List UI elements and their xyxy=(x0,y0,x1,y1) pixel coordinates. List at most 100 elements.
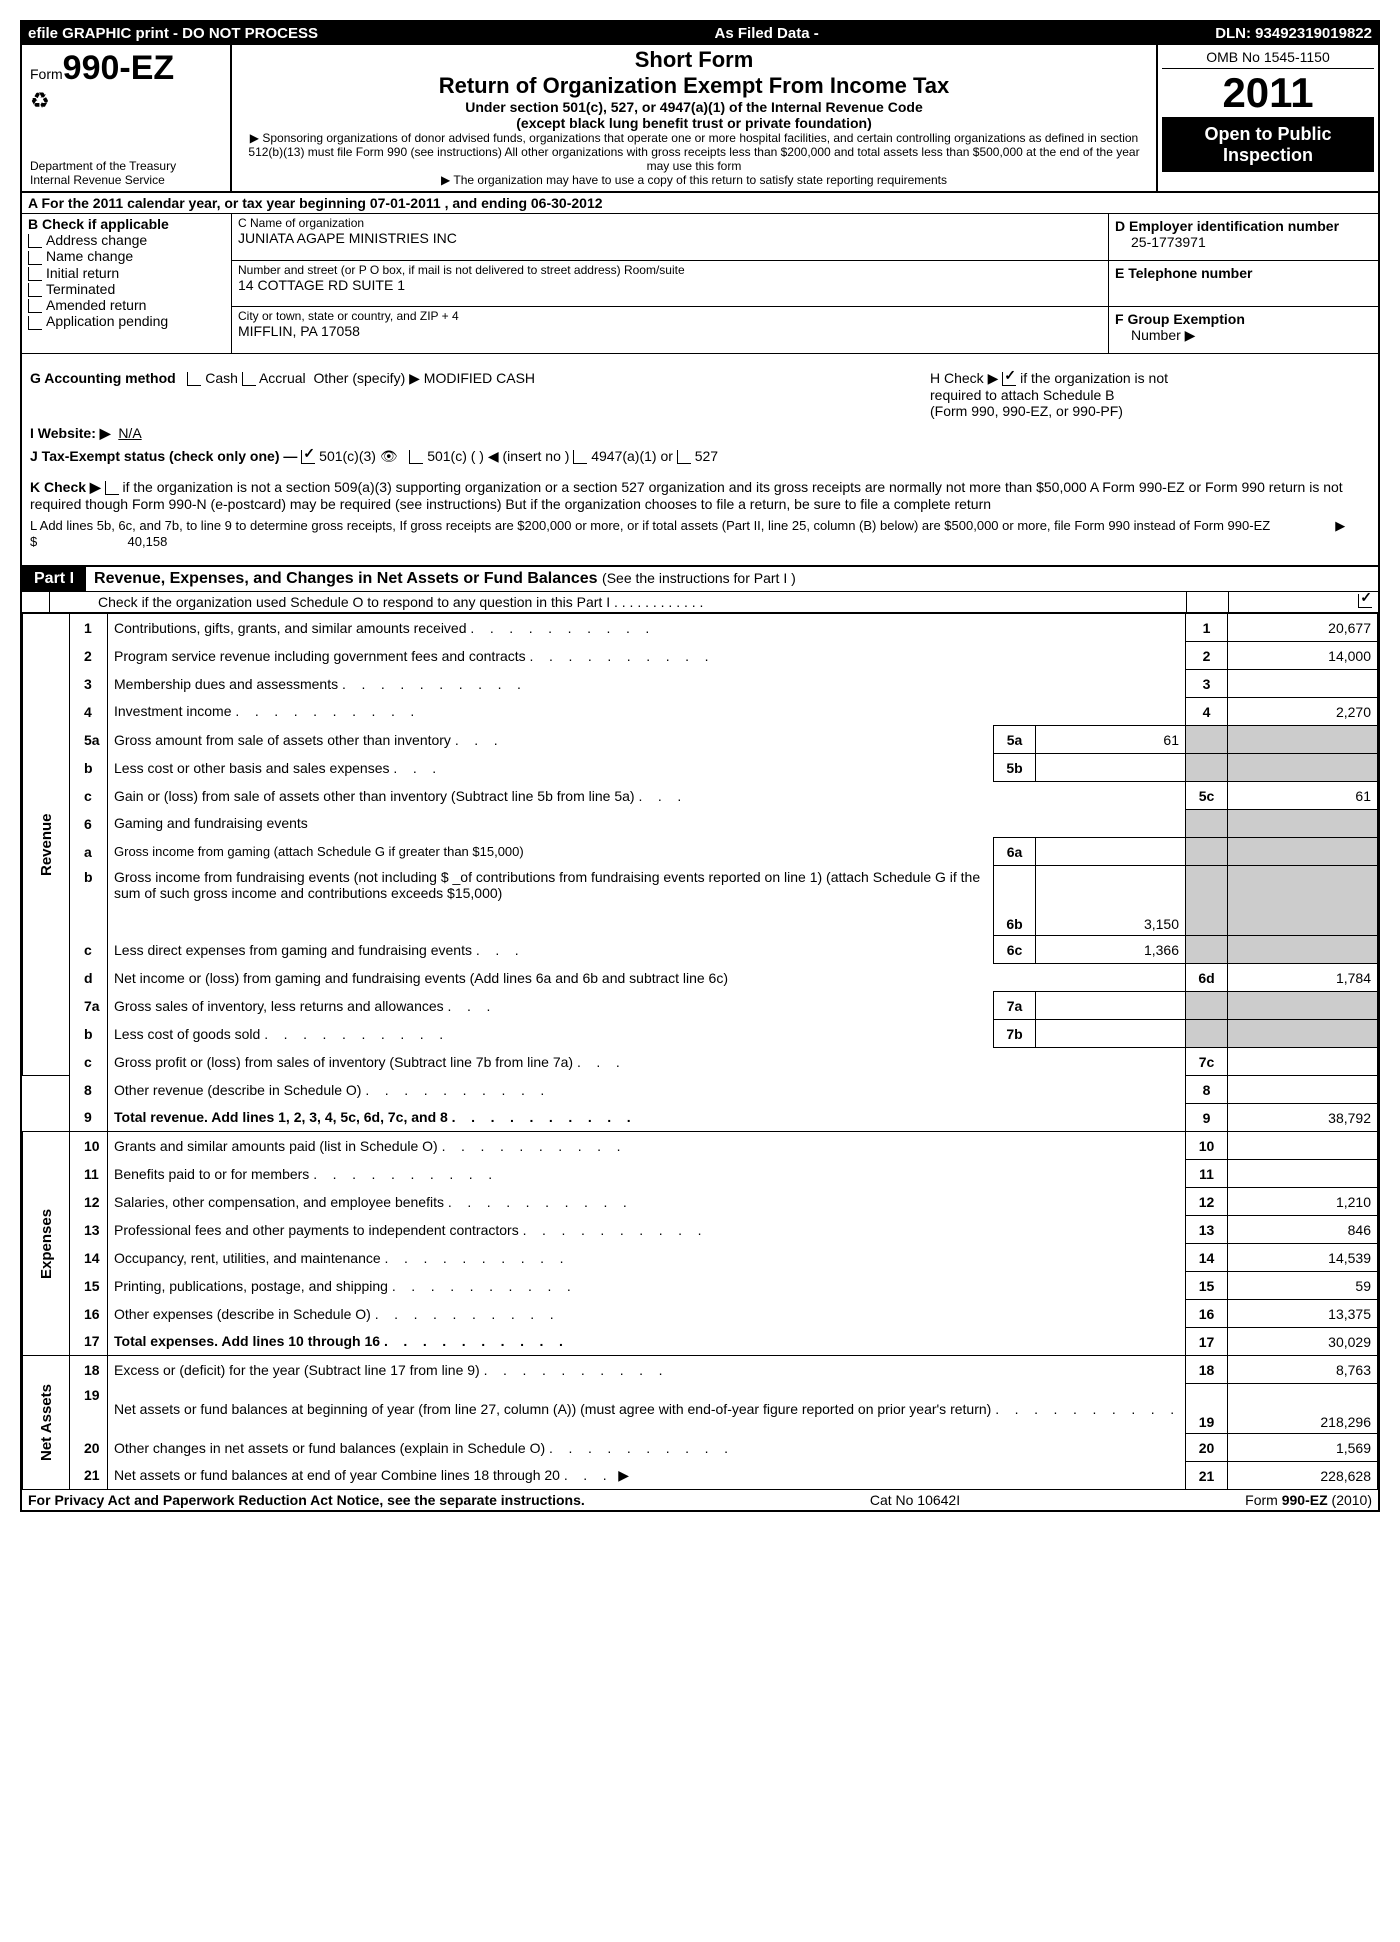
checkbox-terminated[interactable] xyxy=(28,283,42,297)
d-10: Grants and similar amounts paid (list in… xyxy=(114,1138,621,1154)
header-left: Form990-EZ ♻ Department of the Treasury … xyxy=(22,45,232,191)
page-footer: For Privacy Act and Paperwork Reduction … xyxy=(22,1490,1378,1510)
ln-2: 2 xyxy=(70,642,108,670)
form-990ez-page: efile GRAPHIC print - DO NOT PROCESS As … xyxy=(20,20,1380,1512)
v-6d: 1,784 xyxy=(1228,964,1378,992)
ln-15: 15 xyxy=(70,1272,108,1300)
ln-12: 12 xyxy=(70,1188,108,1216)
checkbox-accrual[interactable] xyxy=(242,372,256,386)
ln-3: 3 xyxy=(70,670,108,698)
sn-5a: 5a xyxy=(994,726,1036,754)
part1-table: Revenue 1 Contributions, gifts, grants, … xyxy=(22,613,1378,1490)
ln-5a: 5a xyxy=(70,726,108,754)
n-14: 14 xyxy=(1186,1244,1228,1272)
sn-7b: 7b xyxy=(994,1020,1036,1048)
part1-sub: (See the instructions for Part I ) xyxy=(602,570,796,586)
d-3: Membership dues and assessments xyxy=(114,676,521,692)
d-15: Printing, publications, postage, and shi… xyxy=(114,1278,571,1294)
org-name: JUNIATA AGAPE MINISTRIES INC xyxy=(238,230,1102,246)
side-expenses: Expenses xyxy=(23,1132,70,1356)
sv-5b xyxy=(1036,754,1186,782)
b-label: B Check if applicable xyxy=(28,216,225,232)
dept-treasury: Department of the Treasury xyxy=(30,159,222,173)
d-5a: Gross amount from sale of assets other t… xyxy=(114,732,498,748)
v-12: 1,210 xyxy=(1228,1188,1378,1216)
row-a-tax-year: A For the 2011 calendar year, or tax yea… xyxy=(22,193,1378,214)
n-11: 11 xyxy=(1186,1160,1228,1188)
d-7c: Gross profit or (loss) from sales of inv… xyxy=(114,1054,620,1070)
g-other: Other (specify) ▶ xyxy=(313,370,419,386)
d-17: Total expenses. Add lines 10 through 16 xyxy=(114,1333,563,1349)
schedule-o-text: Check if the organization used Schedule … xyxy=(50,592,1186,612)
n-9: 9 xyxy=(1186,1104,1228,1132)
v-17: 30,029 xyxy=(1228,1328,1378,1356)
col-b: B Check if applicable Address change Nam… xyxy=(22,214,232,353)
v-16: 13,375 xyxy=(1228,1300,1378,1328)
ln-7b: b xyxy=(70,1020,108,1048)
header-right: OMB No 1545-1150 2011 Open to Public Ins… xyxy=(1158,45,1378,191)
header-mid: Short Form Return of Organization Exempt… xyxy=(232,45,1158,191)
d-6b: Gross income from fundraising events (no… xyxy=(114,869,980,901)
sn-5b: 5b xyxy=(994,754,1036,782)
checkbox-4947[interactable] xyxy=(573,450,587,464)
header-note2: ▶ The organization may have to use a cop… xyxy=(242,173,1146,187)
part1-tag: Part I xyxy=(22,567,86,591)
d-6d: Net income or (loss) from gaming and fun… xyxy=(114,970,728,986)
n-19: 19 xyxy=(1186,1384,1228,1434)
v-7c xyxy=(1228,1048,1378,1076)
h-text3: required to attach Schedule B xyxy=(930,387,1114,403)
v-19: 218,296 xyxy=(1228,1384,1378,1434)
checkbox-schedule-o[interactable] xyxy=(1358,594,1372,608)
n-13: 13 xyxy=(1186,1216,1228,1244)
checkbox-cash[interactable] xyxy=(187,372,201,386)
v-11 xyxy=(1228,1160,1378,1188)
d-grp2: Number ▶ xyxy=(1115,327,1372,344)
v-9: 38,792 xyxy=(1228,1104,1378,1132)
checkbox-pending[interactable] xyxy=(28,316,42,330)
j1: 501(c)(3) xyxy=(319,448,376,464)
d-6a: Gross income from gaming (attach Schedul… xyxy=(114,844,524,859)
form-header: Form990-EZ ♻ Department of the Treasury … xyxy=(22,45,1378,193)
ln-8: 8 xyxy=(70,1076,108,1104)
v-4: 2,270 xyxy=(1228,698,1378,726)
header-sub1: Under section 501(c), 527, or 4947(a)(1)… xyxy=(242,99,1146,115)
part1-title: Revenue, Expenses, and Changes in Net As… xyxy=(94,570,602,587)
open-to-public: Open to Public Inspection xyxy=(1162,118,1374,172)
checkbox-501c[interactable] xyxy=(409,450,423,464)
topbar-right: DLN: 93492319019822 xyxy=(1215,25,1372,42)
form-number: 990-EZ xyxy=(63,49,175,87)
checkbox-527[interactable] xyxy=(677,450,691,464)
checkbox-schedule-b[interactable] xyxy=(1002,372,1016,386)
b-item-3: Terminated xyxy=(46,281,115,297)
g-cash: Cash xyxy=(205,370,238,386)
checkbox-initial-return[interactable] xyxy=(28,267,42,281)
d-5c: Gain or (loss) from sale of assets other… xyxy=(114,788,681,804)
ln-1: 1 xyxy=(70,614,108,642)
d-18: Excess or (deficit) for the year (Subtra… xyxy=(114,1362,663,1378)
d-11: Benefits paid to or for members xyxy=(114,1166,492,1182)
g-value: MODIFIED CASH xyxy=(424,370,535,386)
section-mid: G Accounting method Cash Accrual Other (… xyxy=(22,354,1378,567)
ln-6a: a xyxy=(70,838,108,866)
n-4: 4 xyxy=(1186,698,1228,726)
n-8: 8 xyxy=(1186,1076,1228,1104)
l-val: 40,158 xyxy=(128,534,168,549)
n-16: 16 xyxy=(1186,1300,1228,1328)
checkbox-address-change[interactable] xyxy=(28,234,42,248)
n-1: 1 xyxy=(1186,614,1228,642)
d-13: Professional fees and other payments to … xyxy=(114,1222,702,1238)
d-14: Occupancy, rent, utilities, and maintena… xyxy=(114,1250,564,1266)
j-label: J Tax-Exempt status (check only one) — xyxy=(30,448,297,464)
d-5b: Less cost or other basis and sales expen… xyxy=(114,760,436,776)
ln-6b: b xyxy=(70,866,108,936)
sv-5a: 61 xyxy=(1036,726,1186,754)
checkbox-amended[interactable] xyxy=(28,299,42,313)
footer-mid: Cat No 10642I xyxy=(870,1492,960,1508)
checkbox-k[interactable] xyxy=(105,481,119,495)
ln-21: 21 xyxy=(70,1462,108,1490)
checkbox-name-change[interactable] xyxy=(28,251,42,265)
checkbox-501c3[interactable] xyxy=(301,450,315,464)
col-c: C Name of organization JUNIATA AGAPE MIN… xyxy=(232,214,1108,353)
ln-6d: d xyxy=(70,964,108,992)
n-12: 12 xyxy=(1186,1188,1228,1216)
